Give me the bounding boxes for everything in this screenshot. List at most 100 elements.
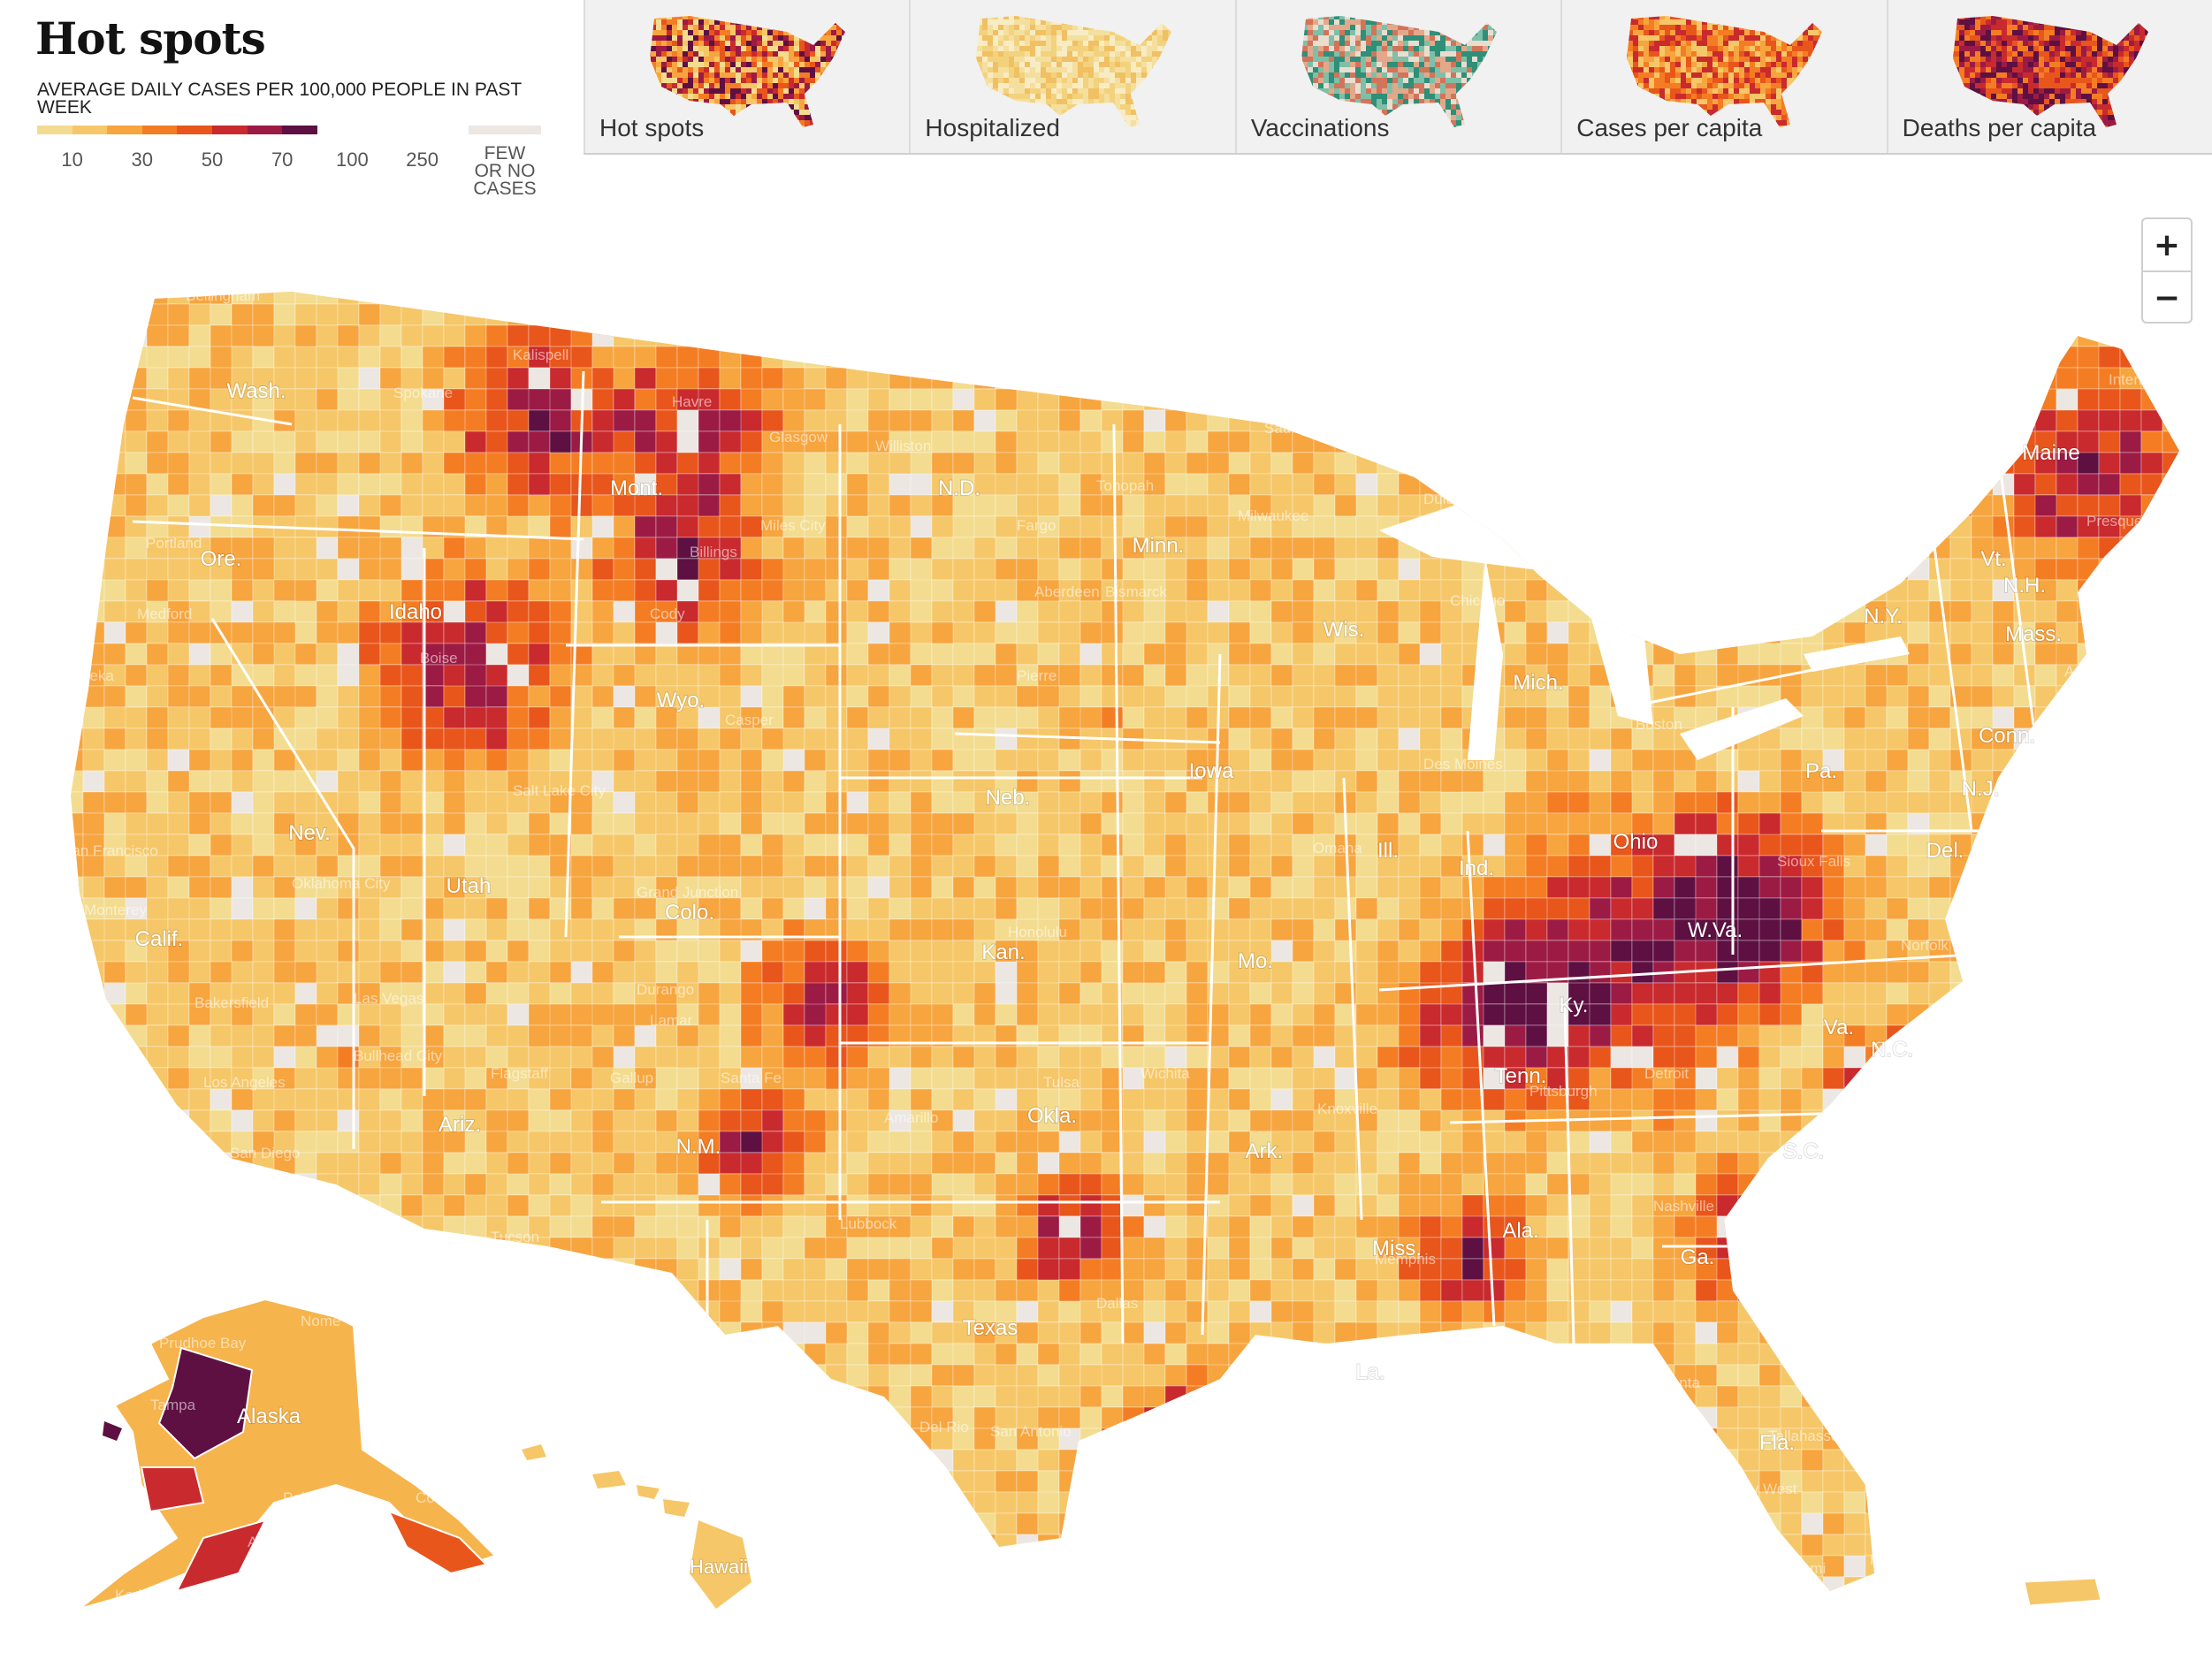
county-cell[interactable] (1249, 346, 1272, 369)
county-cell[interactable] (1228, 303, 1251, 347)
county-cell[interactable] (1737, 388, 1781, 411)
county-cell[interactable] (422, 324, 445, 347)
county-cell[interactable] (358, 303, 381, 326)
county-cell[interactable] (62, 283, 84, 326)
county-cell[interactable] (931, 303, 975, 326)
county-cell[interactable] (846, 283, 869, 305)
county-cell[interactable] (1928, 303, 1951, 326)
county-cell[interactable] (210, 324, 233, 347)
county-cell[interactable] (1228, 367, 1272, 390)
county-cell[interactable] (910, 303, 933, 326)
county-cell[interactable] (1419, 324, 1442, 347)
county-cell[interactable] (1228, 346, 1272, 369)
county-cell[interactable] (1164, 283, 1209, 305)
county-cell[interactable] (485, 409, 508, 432)
county-cell[interactable] (719, 303, 742, 326)
county-cell[interactable] (1292, 346, 1315, 369)
county-cell[interactable] (1907, 388, 1930, 411)
county-cell[interactable] (62, 303, 84, 326)
county-cell[interactable] (846, 367, 869, 390)
county-cell[interactable] (1631, 303, 1654, 326)
county-cell[interactable] (1992, 324, 2036, 347)
county-cell[interactable] (973, 283, 996, 305)
county-cell[interactable] (1058, 367, 1081, 390)
county-cell[interactable] (1419, 283, 1442, 305)
county-cell[interactable] (634, 346, 657, 369)
county-cell[interactable] (294, 367, 317, 390)
county-cell[interactable] (1037, 283, 1060, 326)
county-cell[interactable] (1398, 283, 1421, 305)
county-cell[interactable] (1758, 367, 1781, 390)
county-cell[interactable] (825, 324, 848, 347)
county-cell[interactable] (1567, 303, 1590, 347)
county-cell[interactable] (1801, 388, 1824, 411)
county-cell[interactable] (1101, 409, 1124, 432)
county-cell[interactable] (1377, 388, 1400, 411)
county-cell[interactable] (1270, 346, 1293, 369)
county-cell[interactable] (1186, 409, 1209, 432)
county-cell[interactable] (1313, 303, 1336, 326)
county-cell[interactable] (2119, 283, 2142, 305)
county-cell[interactable] (1610, 283, 1633, 305)
county-cell[interactable] (1334, 346, 1357, 369)
county-cell[interactable] (910, 283, 933, 305)
county-cell[interactable] (2056, 324, 2079, 347)
county-cell[interactable] (1695, 303, 1718, 326)
county-cell[interactable] (294, 409, 317, 432)
county-cell[interactable] (655, 283, 678, 305)
county-cell[interactable] (1504, 303, 1527, 326)
county-cell[interactable] (1907, 346, 1930, 369)
county-cell[interactable] (1483, 388, 1527, 432)
county-cell[interactable] (1440, 324, 1463, 347)
county-cell[interactable] (464, 388, 487, 411)
county-cell[interactable] (1758, 388, 1781, 411)
county-cell[interactable] (1546, 346, 1569, 369)
county-cell[interactable] (1907, 367, 1930, 390)
county-cell[interactable] (1886, 367, 1909, 390)
county-cell[interactable] (1079, 367, 1102, 390)
county-cell[interactable] (1737, 283, 1760, 305)
county-cell[interactable] (1164, 409, 1187, 432)
county-cell[interactable] (1865, 346, 1888, 390)
county-cell[interactable] (1143, 283, 1166, 305)
county-cell[interactable] (1334, 388, 1357, 411)
county-cell[interactable] (995, 303, 1018, 326)
county-cell[interactable] (1461, 283, 1484, 305)
county-cell[interactable] (273, 367, 296, 390)
county-cell[interactable] (1674, 324, 1697, 369)
county-cell[interactable] (1546, 283, 1590, 305)
county-cell[interactable] (1143, 324, 1166, 347)
county-cell[interactable] (379, 409, 402, 432)
county-cell[interactable] (1822, 324, 1866, 347)
county-cell[interactable] (952, 303, 975, 347)
county-cell[interactable] (2013, 283, 2057, 305)
county-cell[interactable] (1270, 303, 1293, 326)
county-cell[interactable] (1186, 283, 1209, 305)
county-cell[interactable] (1228, 324, 1251, 347)
county-cell[interactable] (2140, 388, 2163, 411)
county-cell[interactable] (634, 283, 657, 305)
county-cell[interactable] (1780, 283, 1824, 326)
county-cell[interactable] (1483, 367, 1506, 390)
county-cell[interactable] (634, 367, 657, 390)
county-cell[interactable] (613, 324, 636, 347)
county-cell[interactable] (443, 324, 466, 347)
county-cell[interactable] (995, 346, 1018, 369)
county-cell[interactable] (231, 303, 254, 326)
county-cell[interactable] (507, 303, 530, 326)
county-cell[interactable] (231, 346, 254, 369)
county-cell[interactable] (337, 303, 360, 326)
county-cell[interactable] (1292, 367, 1336, 411)
county-cell[interactable] (761, 283, 784, 305)
county-cell[interactable] (1971, 303, 2015, 326)
county-cell[interactable] (1440, 346, 1463, 369)
county-cell[interactable] (1355, 346, 1378, 369)
county-cell[interactable] (1610, 303, 1633, 326)
county-cell[interactable] (1525, 324, 1548, 347)
county-cell[interactable] (337, 324, 360, 347)
county-cell[interactable] (1377, 324, 1400, 347)
county-cell[interactable] (231, 409, 254, 432)
county-cell[interactable] (910, 388, 933, 411)
county-cell[interactable] (1440, 303, 1463, 326)
county-cell[interactable] (82, 367, 126, 390)
